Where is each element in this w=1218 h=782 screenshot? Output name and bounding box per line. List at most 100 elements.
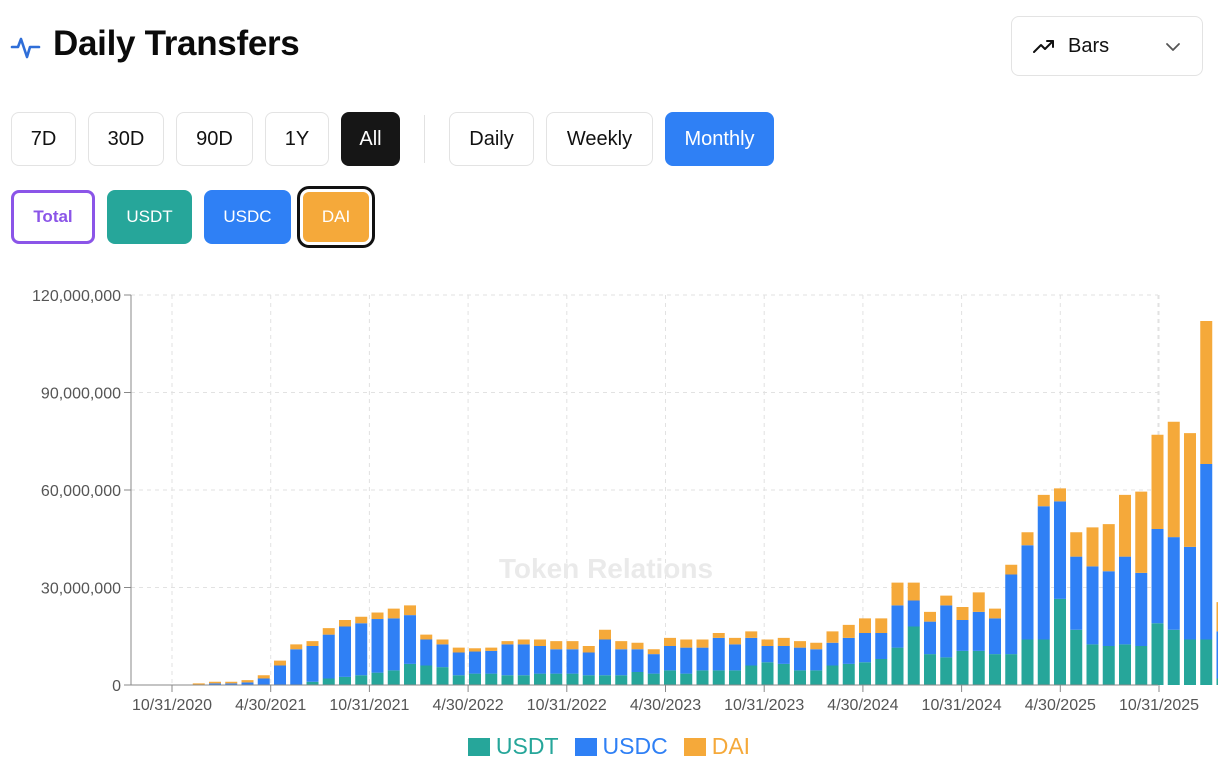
bar-usdc (907, 600, 920, 627)
bar-usdc (745, 637, 758, 666)
bar-usdc (924, 621, 936, 655)
bar-dai (534, 639, 546, 646)
legend-label-usdt: USDT (495, 733, 559, 759)
bar-usdt (1119, 644, 1131, 685)
bar-usdt (940, 657, 953, 685)
bar-usdc (290, 649, 303, 685)
bar-usdc (826, 642, 839, 666)
x-tick-label: 10/31/2025 (1119, 697, 1199, 714)
bar-usdc (1005, 574, 1018, 655)
y-tick-label: 120,000,000 (32, 288, 121, 305)
token-toggle-dai[interactable]: DAI (297, 186, 375, 248)
bar-usdc (387, 618, 400, 671)
bar-usdc (534, 646, 546, 674)
chart-type-label: Bars (1068, 34, 1110, 57)
bar-dai (1119, 494, 1131, 557)
bar-usdt (680, 673, 693, 685)
x-tick-label: 10/31/2024 (922, 697, 1002, 714)
range-1y-button[interactable]: 1Y (265, 112, 329, 166)
bar-usdc (485, 650, 498, 674)
range-7d-button[interactable]: 7D (11, 112, 76, 166)
bar-usdc (1021, 545, 1034, 640)
bar-dai (517, 639, 530, 645)
bar-usdt (972, 650, 985, 685)
bar-usdt (761, 662, 774, 685)
range-90d-button[interactable]: 90D (176, 112, 253, 166)
bar-usdt (485, 673, 498, 685)
bar-dai (696, 639, 709, 648)
legend-item-dai[interactable]: DAI (683, 733, 751, 760)
y-tick-label: 90,000,000 (41, 386, 121, 403)
range-all-button[interactable]: All (341, 112, 400, 166)
bar-dai (1167, 421, 1180, 538)
x-tick-label: 10/31/2023 (724, 697, 804, 714)
bar-usdt (339, 676, 351, 685)
bar-usdc (599, 639, 611, 676)
bar-dai (1037, 494, 1050, 507)
bar-dai (875, 618, 888, 633)
bar-usdt (517, 675, 530, 685)
bar-usdt (534, 673, 546, 685)
x-tick-label: 4/30/2025 (1025, 697, 1096, 714)
bar-usdt (355, 675, 368, 685)
interval-weekly-button[interactable]: Weekly (546, 112, 653, 166)
bar-usdc (550, 649, 563, 674)
bar-dai (339, 620, 351, 627)
bar-dai (420, 634, 433, 640)
bar-usdt (1021, 639, 1034, 685)
bar-usdt (1135, 646, 1148, 685)
bar-usdt (664, 670, 676, 685)
range-30d-button[interactable]: 30D (88, 112, 164, 166)
bar-usdc (501, 644, 514, 676)
bar-dai (1102, 524, 1115, 572)
token-toggle-usdt[interactable]: USDT (107, 190, 192, 244)
bar-usdt (550, 673, 563, 685)
bar-dai (1184, 433, 1196, 547)
legend-item-usdc[interactable]: USDC (574, 733, 668, 760)
bar-usdc (696, 647, 709, 671)
bar-dai (972, 592, 985, 612)
legend-swatch-dai (683, 737, 706, 756)
bar-dai (810, 642, 823, 650)
bar-usdt (810, 670, 823, 685)
watermark: Token Relations (499, 553, 713, 584)
bar-dai (842, 624, 855, 638)
bar-dai (582, 646, 595, 653)
bar-usdc (875, 633, 888, 659)
token-toggle-total[interactable]: Total (11, 190, 95, 244)
x-tick-label: 4/30/2023 (630, 697, 701, 714)
bar-usdc (615, 649, 628, 676)
button-group-divider (424, 115, 425, 163)
interval-monthly-button[interactable]: Monthly (665, 112, 774, 166)
bar-usdc (631, 649, 644, 672)
bar-dai (1135, 491, 1148, 573)
bar-usdt (306, 681, 319, 685)
bar-usdc (404, 615, 416, 664)
bar-usdt (891, 647, 904, 685)
interval-daily-button[interactable]: Daily (449, 112, 534, 166)
bar-usdc (339, 626, 351, 677)
bar-dai (907, 582, 920, 601)
bar-dai (647, 649, 660, 655)
token-toggle-usdc[interactable]: USDC (204, 190, 291, 244)
trending-up-icon (1033, 40, 1054, 53)
bar-usdt (907, 626, 920, 685)
y-tick-label: 30,000,000 (41, 581, 121, 598)
bar-usdc (940, 605, 953, 658)
legend-swatch-usdc (574, 737, 597, 756)
bar-usdt (1200, 639, 1213, 685)
chart-type-select[interactable]: Bars (1011, 16, 1203, 76)
bar-dai (485, 647, 498, 651)
bar-usdc (1216, 631, 1218, 679)
bar-usdt (566, 673, 579, 685)
legend-label-dai: DAI (711, 733, 751, 759)
bar-usdc (989, 618, 1001, 655)
bar-dai (501, 641, 514, 645)
bar-dai (664, 637, 676, 646)
legend-item-usdt[interactable]: USDT (467, 733, 559, 760)
bar-usdc (1119, 556, 1131, 645)
bar-dai (566, 641, 579, 650)
bar-dai (387, 608, 400, 619)
x-tick-label: 4/30/2021 (235, 697, 306, 714)
stacked-bar-chart: 0 30,000,000 60,000,000 90,000,000 120,000,0… (32, 288, 1218, 714)
